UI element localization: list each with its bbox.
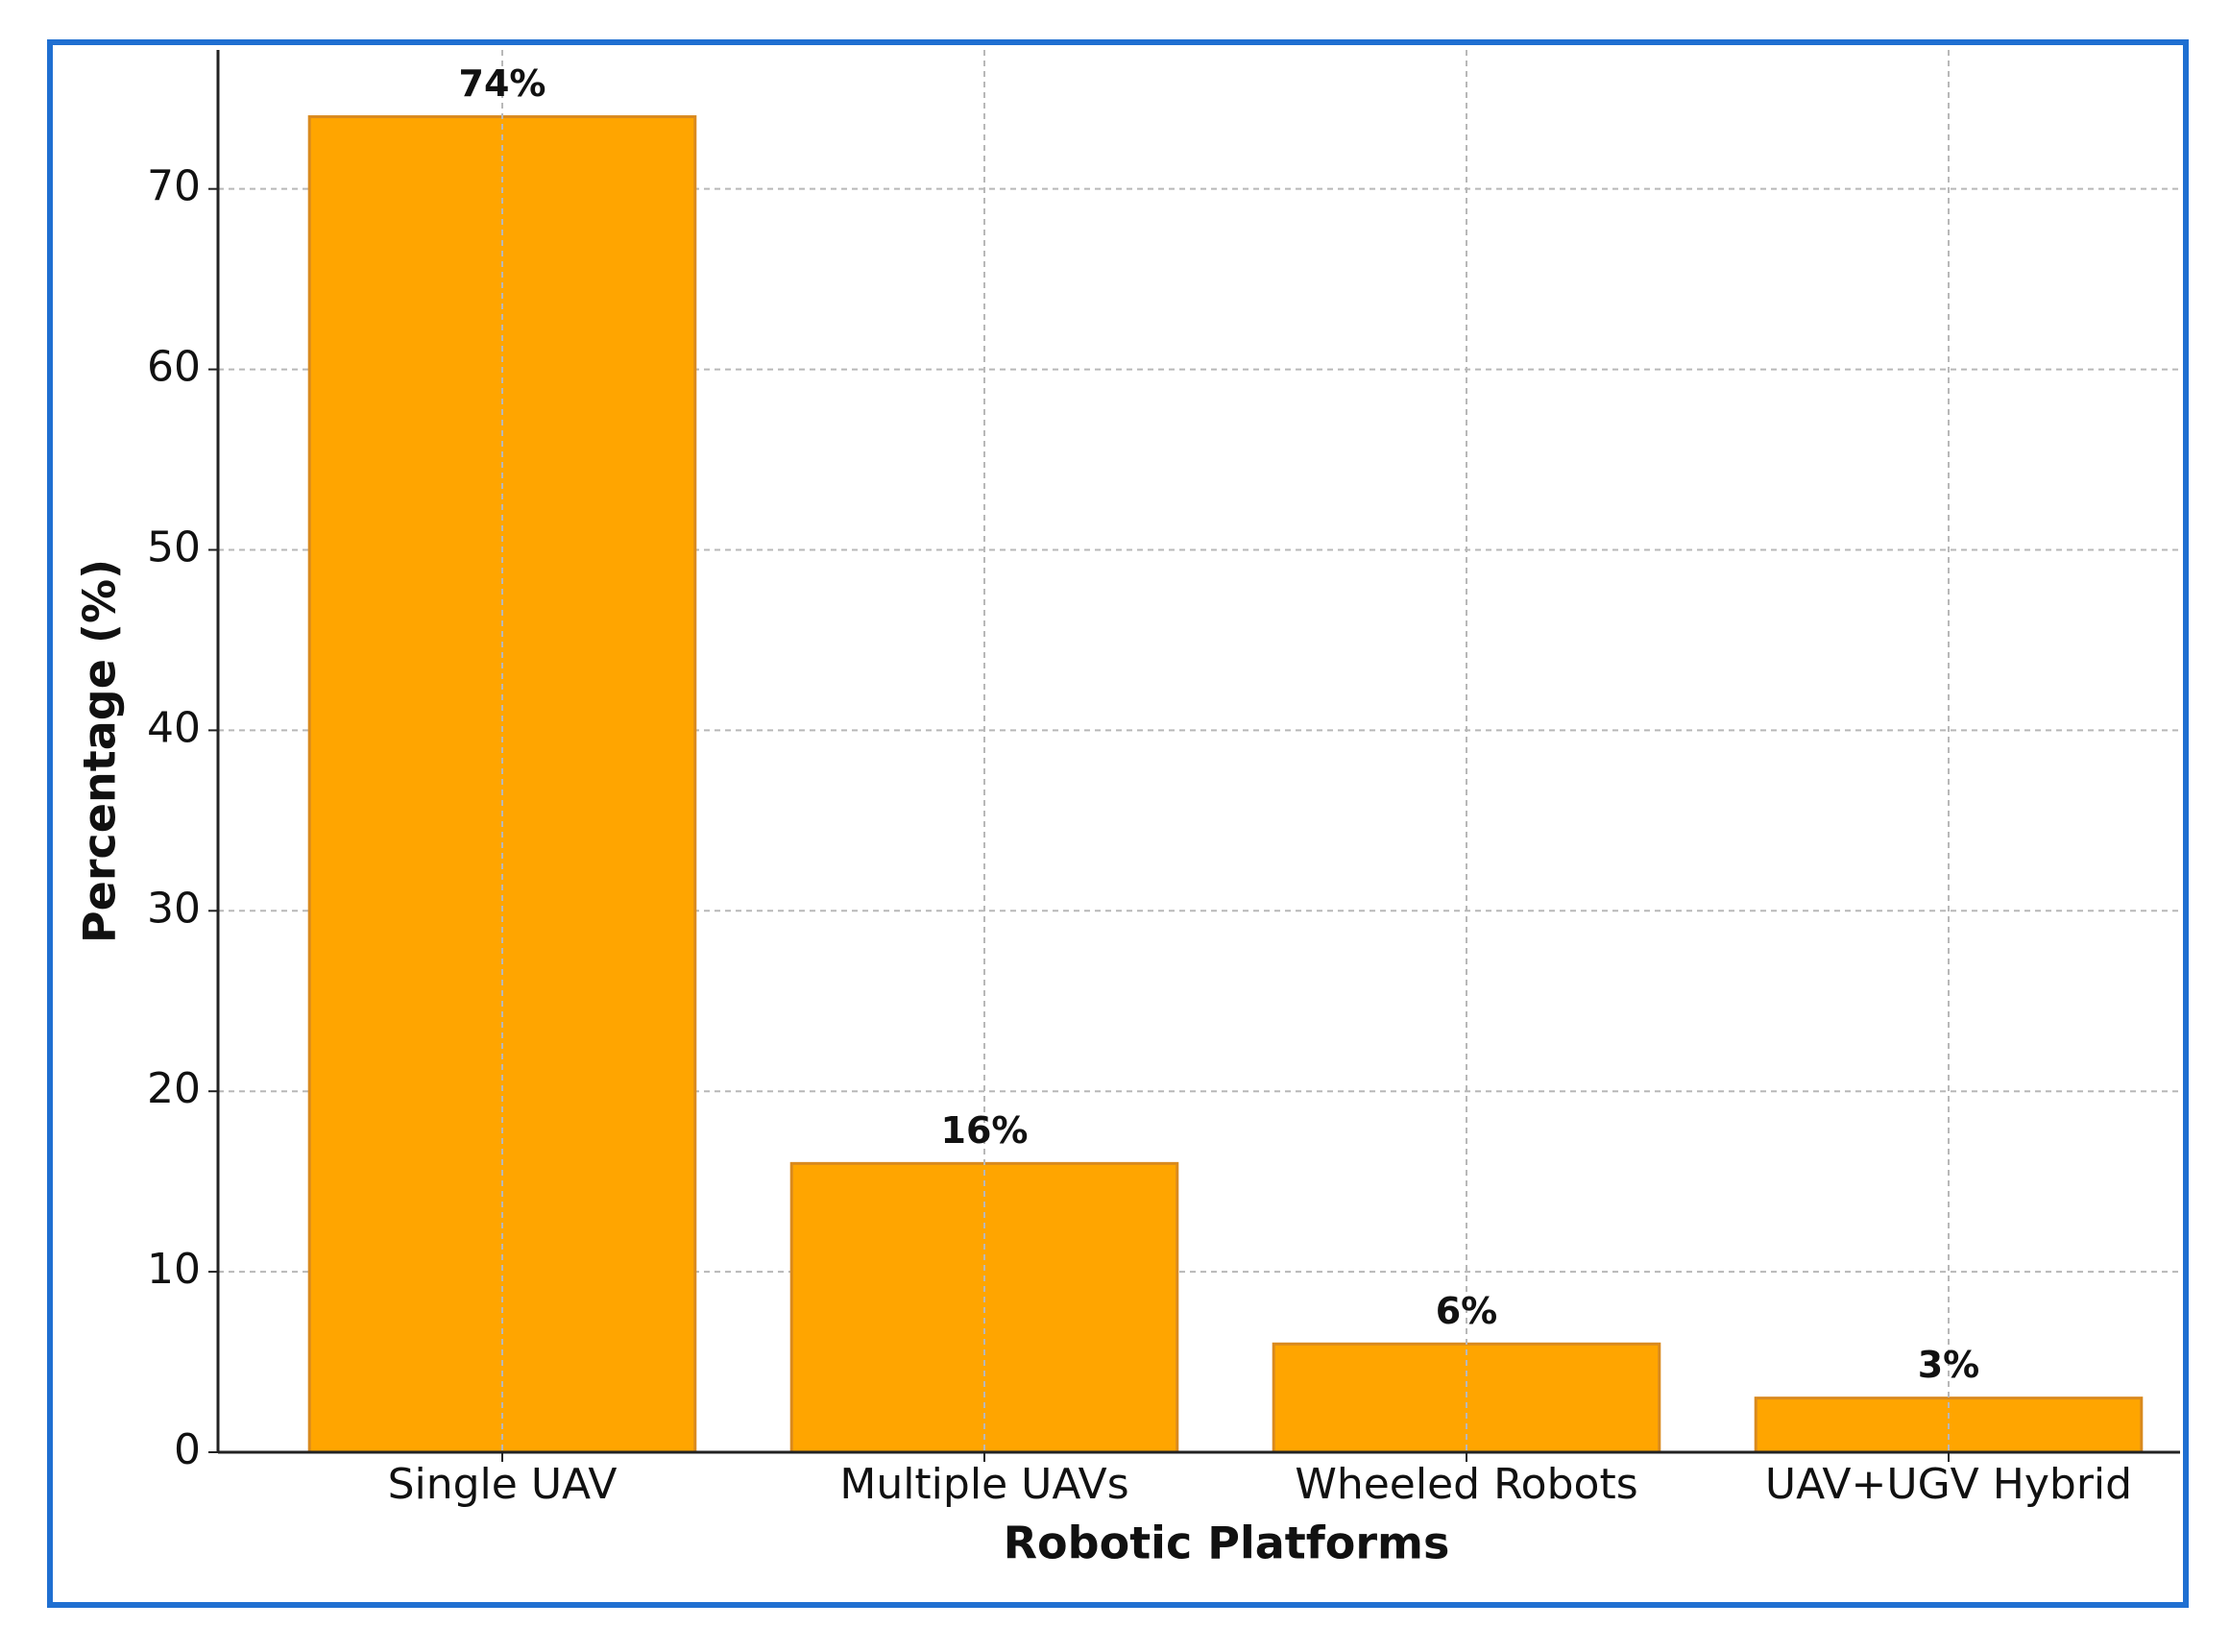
value-label: 74%	[459, 62, 546, 105]
x-tick-label: Multiple UAVs	[839, 1460, 1128, 1509]
value-label: 16%	[941, 1109, 1029, 1152]
y-tick-label: 40	[147, 703, 201, 752]
y-tick-label: 0	[174, 1425, 201, 1474]
y-tick-label: 60	[147, 343, 201, 392]
y-tick-label: 70	[147, 162, 201, 211]
x-axis-label: Robotic Platforms	[1004, 1518, 1450, 1569]
x-tick-label: UAV+UGV Hybrid	[1765, 1460, 2132, 1509]
y-tick-label: 20	[147, 1064, 201, 1113]
y-tick-label: 10	[147, 1245, 201, 1294]
y-axis-label: Percentage (%)	[74, 559, 126, 943]
x-tick-label: Single UAV	[388, 1460, 618, 1509]
x-tick-label: Wheeled Robots	[1295, 1460, 1637, 1509]
y-tick-label: 50	[147, 522, 201, 571]
y-tick-label: 30	[147, 884, 201, 933]
value-label: 6%	[1436, 1290, 1498, 1332]
value-label: 3%	[1918, 1344, 1980, 1386]
